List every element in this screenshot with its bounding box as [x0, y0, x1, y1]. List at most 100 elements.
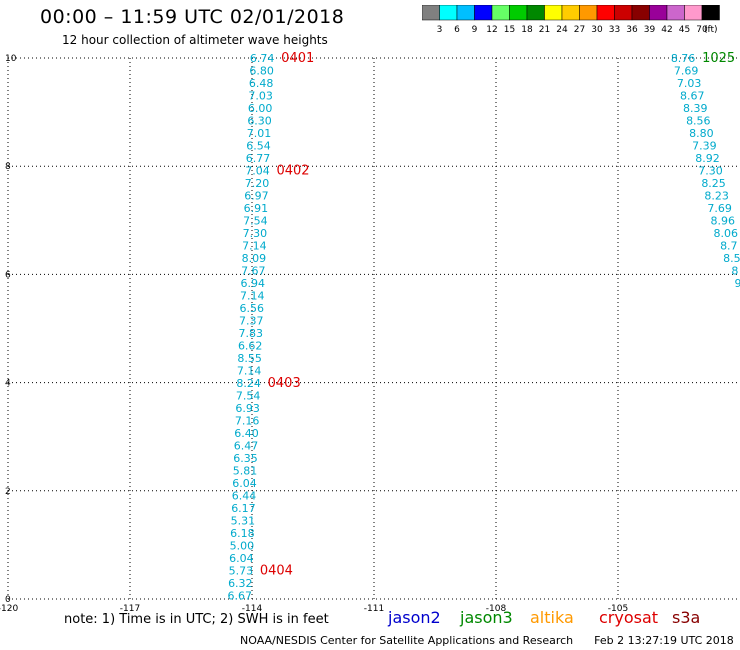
pass-a-value-label: 7.04	[245, 165, 270, 178]
pass-a-value-label: 6.54	[246, 140, 271, 153]
y-tick-label: 10	[5, 54, 17, 64]
colorbar-tick: 6	[454, 25, 460, 35]
note-text: note: 1) Time is in UTC; 2) SWH is in fe…	[64, 612, 329, 627]
pass-a-value-label: 7.20	[245, 177, 270, 190]
pass-a-value-label: 7.30	[243, 227, 268, 240]
pass-b-value-label: 8.23	[704, 190, 729, 203]
pass-a-value-label: 6.44	[232, 490, 257, 503]
colorbar-tick: 9	[472, 25, 478, 35]
pass-a-value-label: 6.40	[234, 427, 259, 440]
pass-a-value-label: 6.56	[240, 302, 265, 315]
pass-b-value-label: 7.69	[674, 65, 699, 78]
pass-b-value-label: 7.39	[692, 140, 717, 153]
x-tick-label: -105	[608, 604, 628, 614]
pass-a-value-label: 6.93	[235, 402, 260, 415]
colorbar-tick: 45	[679, 25, 690, 35]
pass-a-value-label: 6.35	[233, 452, 258, 465]
pass-a-time-label: 0402	[276, 164, 309, 179]
pass-a-value-label: 7.83	[238, 327, 263, 340]
y-tick-label: 8	[5, 162, 11, 172]
colorbar-tick: 70	[696, 25, 708, 35]
footer-org: NOAA/NESDIS Center for Satellite Applica…	[240, 634, 574, 647]
pass-a-value-label: 7.37	[239, 315, 264, 328]
pass-a-value-label: 6.30	[247, 115, 272, 128]
pass-a-value-label: 7.14	[237, 365, 262, 378]
x-tick-label: -108	[486, 604, 507, 614]
color-scale-legend: 3 6 9 12 15 18 21 24 27 30 33 36 39 42 45 70(ft)	[422, 5, 720, 35]
pass-a-value-label: 5.73	[229, 565, 254, 578]
pass-a-value-label: 7.16	[235, 415, 260, 428]
pass-a-value-label: 7.67	[241, 265, 266, 278]
pass-b-value-label: 8.5	[723, 252, 740, 265]
colorbar-unit: (ft)	[704, 25, 718, 35]
footer-timestamp: Feb 2 13:27:19 UTC 2018	[594, 634, 734, 647]
y-tick-label: 4	[5, 379, 11, 389]
pass-a-value-label: 6.17	[231, 502, 256, 515]
pass-b-value-label: 8.7	[720, 240, 738, 253]
colorbar-tick: 30	[591, 25, 603, 35]
pass-a-value-label: 6.97	[244, 190, 269, 203]
colorbar-tick: 21	[539, 25, 550, 35]
pass-a-value-label: 5.31	[231, 515, 256, 528]
colorbar-tick: 24	[556, 25, 568, 35]
x-tick-label: -114	[242, 604, 263, 614]
pass-b-value-label: 8.06	[714, 227, 739, 240]
pass-a-value-label: 8.09	[242, 252, 267, 265]
x-tick-label: -111	[364, 604, 384, 614]
pass-a-value-label: 6.18	[230, 527, 255, 540]
pass-a-value-label: 6.00	[248, 102, 273, 115]
pass-a-value-label: 5.81	[233, 465, 258, 478]
pass-a-value-label: 6.32	[228, 577, 253, 590]
pass-b-value-label: 8.25	[701, 177, 726, 190]
pass-a-value-label: 6.48	[249, 77, 274, 90]
pass-a-value-label: 6.04	[229, 552, 254, 565]
legend-cryosat: cryosat	[599, 608, 659, 627]
pass-b-value-label: 8.92	[695, 152, 720, 165]
pass-a-time-label: 0404	[260, 564, 293, 579]
colorbar-tick: 18	[521, 25, 533, 35]
colorbar-tick: 42	[661, 25, 672, 35]
pass-b-value-label: 8.67	[680, 90, 705, 103]
y-tick-label: 6	[5, 270, 11, 280]
legend-s3a: s3a	[672, 608, 701, 627]
pass-b-value-label: 7.30	[698, 165, 723, 178]
colorbar-tick: 15	[504, 25, 515, 35]
pass-a-value-label: 6.94	[241, 277, 266, 290]
pass-a-value-label: 6.67	[228, 590, 253, 603]
pass-a-value-label: 6.74	[250, 52, 275, 65]
legend-jason2: jason2	[388, 608, 441, 627]
colorbar-tick: 36	[626, 25, 638, 35]
pass-a-value-label: 7.14	[242, 240, 267, 253]
colorbar-tick: 33	[609, 25, 620, 35]
legend-altika: altika	[530, 608, 574, 627]
pass-a-value-label: 8.55	[237, 352, 262, 365]
pass-a-value-label: 7.03	[248, 90, 273, 103]
pass-b-time-label: 1025	[702, 51, 735, 66]
pass-b-value-label: 8.80	[689, 127, 714, 140]
pass-b-value-label: 7.69	[707, 202, 732, 215]
pass-a-value-label: 6.91	[244, 202, 269, 215]
pass-b-value-label: 8.56	[686, 115, 711, 128]
colorbar-swatch	[701, 5, 720, 21]
pass-b-value-label: 8.39	[683, 102, 708, 115]
pass-a-value-label: 7.01	[247, 127, 272, 140]
colorbar-tick: 12	[486, 25, 497, 35]
pass-b-value-label: 8.96	[710, 215, 735, 228]
pass-a-value-label: 6.77	[246, 152, 271, 165]
x-tick-label: -120	[0, 604, 18, 614]
pass-a-value-label: 7.54	[236, 390, 261, 403]
pass-a-value-label: 6.47	[234, 440, 259, 453]
colorbar-tick: 3	[437, 25, 443, 35]
colorbar-tick: 39	[644, 25, 656, 35]
x-tick-label: -117	[120, 604, 140, 614]
pass-a-value-label: 6.62	[238, 340, 263, 353]
pass-b-value-label: 8	[731, 265, 738, 278]
page-subtitle: 12 hour collection of altimeter wave hei…	[62, 33, 328, 47]
pass-a-value-label: 6.80	[249, 65, 274, 78]
pass-a-value-label: 8.24	[236, 377, 261, 390]
pass-a-value-label: 6.04	[232, 477, 257, 490]
pass-b-value-label: 7.03	[677, 77, 702, 90]
y-tick-label: 2	[5, 487, 11, 497]
pass-a-value-label: 5.00	[230, 540, 255, 553]
